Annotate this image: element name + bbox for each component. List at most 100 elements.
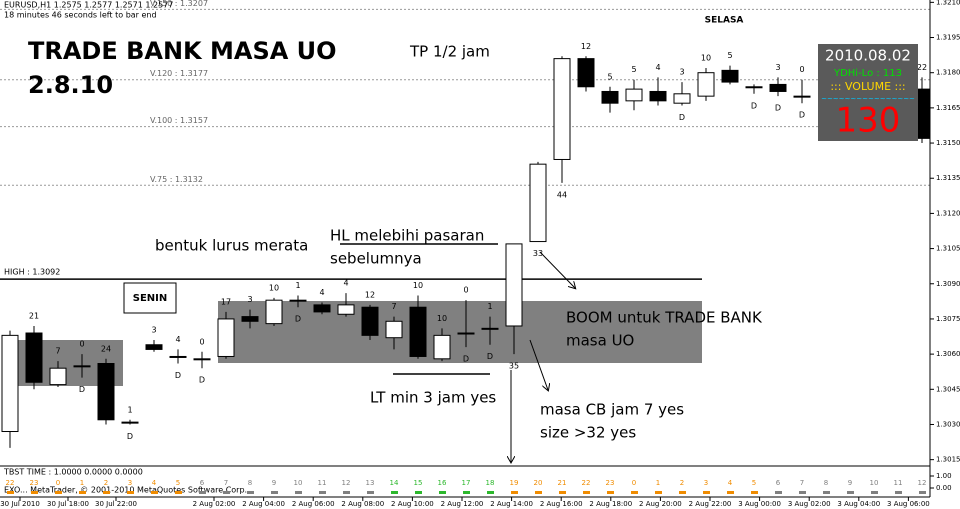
info-volume: 130 [836,101,901,141]
hour-label: 1 [80,479,84,487]
y-tick-label: 1.3090 [936,280,960,288]
candle-count: 22 [917,63,927,72]
hour-label: 7 [224,479,228,487]
hour-marker [151,491,158,494]
annotation: HL melebihi pasaran [330,227,484,245]
y-tick-label: 1.3135 [936,174,960,182]
candle-note: D [199,376,205,385]
candle-body [721,69,739,83]
candle-body [649,90,667,102]
indicator-title: TBST TIME : 1.0000 0.0000 0.0000 [3,468,143,477]
hour-label: 2 [104,479,108,487]
candle-note: D [775,104,781,113]
hour-label: 8 [824,479,828,487]
copyright: EXO... MetaTrader, © 2001-2010 MetaQuote… [4,486,247,495]
candle-body [265,299,283,325]
hour-label: 4 [152,479,157,487]
candle-body [481,327,499,330]
hour-marker [343,491,350,494]
candle-count: 3 [151,326,156,335]
hour-marker [703,491,710,494]
candle-body [73,365,91,368]
hour-label: 9 [272,479,276,487]
candle-body [49,367,67,386]
hour-marker [439,491,446,494]
hour-marker [511,491,518,494]
candle-body [409,306,427,357]
candle-count: 3 [247,295,252,304]
annotation: sebelumnya [330,250,422,268]
hour-marker [535,491,542,494]
candle-count: 24 [101,344,111,353]
x-tick-label: 3 Aug 00:00 [738,500,781,508]
hour-marker [295,491,302,494]
hour-label: 21 [558,479,567,487]
hour-marker [199,491,206,494]
candle-body [553,58,571,160]
hour-label: 6 [776,479,781,487]
annotation: masa UO [566,332,634,350]
x-tick-label: 3 Aug 02:00 [788,500,831,508]
candle-body [385,320,403,339]
candle-count: 4 [319,288,324,297]
hour-label: 3 [128,479,132,487]
candle-count: 5 [727,51,732,60]
annotation-title: TRADE BANK MASA UO [28,37,337,65]
hour-marker [487,491,494,494]
candle-body [673,93,691,104]
indicator-tick-label: 1.00 [936,472,952,480]
annotation: TP 1/2 jam [409,43,490,61]
level-label: V.120 : 1.3177 [150,69,208,78]
candle-note: D [463,355,469,364]
zone-box [218,301,702,363]
x-tick-label: 2 Aug 20:00 [639,500,682,508]
candle-body [625,88,643,102]
hour-marker [79,491,86,494]
candle-body [601,90,619,104]
annotation: BOOM untuk TRADE BANK [566,309,763,327]
hour-marker [463,491,470,494]
y-tick-label: 1.3120 [936,209,960,217]
hour-label: 11 [318,479,327,487]
annotation: LT min 3 jam yes [370,389,496,407]
day-label: SENIN [133,293,168,304]
candle-note: D [487,352,493,361]
candle-count: 3 [775,63,780,72]
hour-label: 23 [30,479,39,487]
candle-count: 4 [343,279,348,288]
hour-marker [415,491,422,494]
level-label: V.150 : 1.3207 [150,0,208,8]
hour-label: 23 [606,479,615,487]
x-tick-label: 30 Jul 18:00 [47,500,89,508]
x-tick-label: 2 Aug 18:00 [589,500,632,508]
hour-label: 16 [438,479,447,487]
hour-label: 10 [294,479,303,487]
hour-label: 2 [680,479,684,487]
candle-body [769,83,787,92]
candle-body [529,163,547,243]
candle-body [697,72,715,97]
y-tick-label: 1.3195 [936,34,960,42]
hour-label: 11 [894,479,903,487]
candle-note: D [175,371,181,380]
hour-label: 14 [390,479,399,487]
candle-count: 0 [199,337,204,346]
candle-body [313,304,331,313]
x-tick-label: 2 Aug 02:00 [193,500,236,508]
candle-body [433,334,451,360]
arrow [539,251,575,288]
candle-count: 12 [581,42,591,51]
candle-body [577,58,595,88]
day-box [123,282,177,314]
candle-count: 10 [413,281,423,290]
hour-marker [31,491,38,494]
x-tick-label: 2 Aug 14:00 [490,500,533,508]
candle-body [505,243,523,327]
candle-body [361,306,379,336]
y-tick-label: 1.3015 [936,456,960,464]
x-tick-label: 2 Aug 04:00 [242,500,285,508]
hour-marker [583,491,590,494]
candle-body [145,344,163,350]
candle-count: 17 [221,297,231,306]
